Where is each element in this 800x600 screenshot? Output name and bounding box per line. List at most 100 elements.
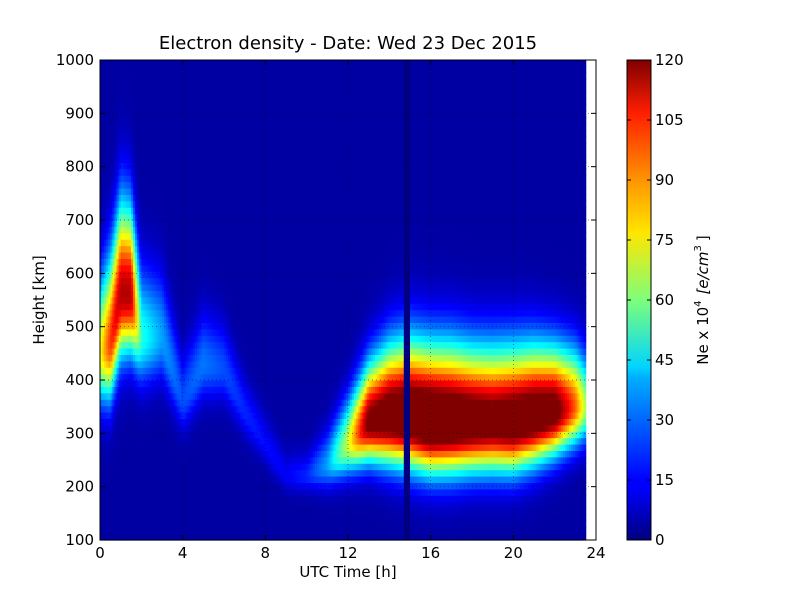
heatmap-cell: [116, 124, 120, 131]
heatmap-cell: [100, 60, 103, 67]
heatmap-cell: [155, 533, 159, 541]
heatmap-cell: [157, 175, 161, 183]
heatmap-cell: [135, 341, 138, 349]
heatmap-cell: [118, 181, 122, 189]
heatmap-cell: [102, 98, 105, 106]
heatmap-cell: [100, 85, 103, 93]
heatmap-cell: [112, 392, 116, 400]
heatmap-cell: [149, 418, 153, 426]
heatmap-cell: [131, 405, 134, 413]
heatmap-cell: [141, 482, 144, 490]
heatmap-cell: [102, 354, 105, 362]
heatmap-cell: [155, 168, 159, 176]
heatmap-cell: [143, 92, 147, 99]
heatmap-cell: [151, 85, 155, 93]
heatmap-cell: [133, 226, 136, 234]
heatmap-cell: [145, 60, 149, 67]
heatmap-cell: [131, 200, 134, 208]
heatmap-cell: [122, 514, 126, 522]
heatmap-cell: [104, 450, 107, 458]
heatmap-cell: [155, 277, 159, 285]
heatmap-cell: [143, 380, 147, 387]
heatmap-cell: [141, 264, 144, 272]
heatmap-cell: [137, 456, 140, 464]
heatmap-cell: [135, 277, 138, 285]
heatmap-cell: [104, 527, 107, 535]
heatmap-cell: [137, 207, 140, 215]
heatmap-cell: [124, 213, 128, 221]
heatmap-cell: [151, 373, 155, 381]
heatmap-cell: [106, 92, 109, 99]
heatmap-cell: [106, 482, 109, 490]
heatmap-cell: [126, 200, 130, 208]
heatmap-cell: [104, 156, 107, 163]
heatmap-cell: [147, 296, 151, 304]
heatmap-cell: [106, 162, 109, 170]
heatmap-cell: [155, 188, 159, 195]
heatmap-cell: [128, 277, 132, 285]
heatmap-cell: [135, 348, 138, 355]
heatmap-cell: [159, 520, 163, 528]
heatmap-cell: [135, 360, 138, 368]
heatmap-cell: [122, 290, 126, 298]
heatmap-cell: [120, 226, 124, 234]
heatmap-cell: [149, 386, 153, 394]
heatmap-cell: [153, 373, 157, 381]
heatmap-cell: [135, 501, 138, 509]
heatmap-cell: [157, 168, 161, 176]
heatmap-cell: [122, 168, 126, 176]
heatmap-cell: [139, 149, 142, 157]
heatmap-cell: [114, 264, 118, 272]
heatmap-cell: [153, 354, 157, 362]
heatmap-cell: [143, 136, 147, 144]
heatmap-cell: [128, 335, 132, 343]
heatmap-cell: [102, 162, 105, 170]
heatmap-cell: [104, 98, 107, 106]
heatmap-cell: [128, 476, 132, 483]
heatmap-cell: [153, 72, 157, 80]
heatmap-cell: [118, 290, 122, 298]
heatmap-cell: [139, 200, 142, 208]
heatmap-cell: [159, 437, 163, 445]
heatmap-cell: [149, 130, 153, 138]
heatmap-cell: [149, 200, 153, 208]
heatmap-cell: [118, 520, 122, 528]
heatmap-cell: [135, 482, 138, 490]
heatmap-cell: [102, 207, 105, 215]
heatmap-cell: [122, 207, 126, 215]
heatmap-cell: [118, 271, 122, 279]
heatmap-cell: [157, 431, 161, 439]
heatmap-cell: [135, 380, 138, 387]
heatmap-cell: [133, 463, 136, 471]
heatmap-cell: [153, 488, 157, 496]
heatmap-cell: [114, 175, 118, 183]
heatmap-cell: [155, 143, 159, 151]
heatmap-cell: [122, 136, 126, 144]
heatmap-cell: [135, 527, 138, 535]
heatmap-cell: [112, 514, 116, 522]
heatmap-cell: [139, 72, 142, 80]
heatmap-cell: [100, 104, 103, 112]
heatmap-cell: [108, 156, 111, 163]
heatmap-cell: [120, 322, 124, 330]
heatmap-cell: [122, 444, 126, 451]
heatmap-cell: [153, 527, 157, 535]
heatmap-cell: [137, 143, 140, 151]
heatmap-cell: [108, 124, 111, 131]
heatmap-cell: [147, 188, 151, 195]
heatmap-cell: [122, 316, 126, 323]
heatmap-cell: [126, 220, 130, 227]
heatmap-cell: [104, 495, 107, 503]
heatmap-cell: [100, 175, 103, 183]
heatmap-cell: [128, 424, 132, 432]
heatmap-cell: [106, 124, 109, 131]
heatmap-cell: [124, 111, 128, 119]
heatmap-cell: [128, 316, 132, 323]
heatmap-cell: [104, 111, 107, 119]
heatmap-cell: [141, 328, 144, 336]
heatmap-cell: [131, 226, 134, 234]
heatmap-cell: [128, 79, 132, 87]
heatmap-cell: [137, 296, 140, 304]
heatmap-cell: [143, 424, 147, 432]
heatmap-cell: [143, 220, 147, 227]
